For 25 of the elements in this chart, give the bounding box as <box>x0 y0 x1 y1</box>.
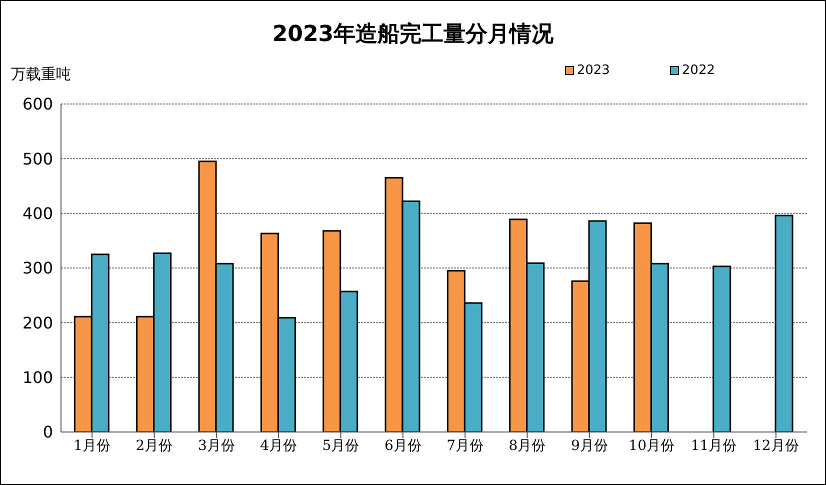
x-tick-label: 11月份 <box>690 438 737 454</box>
bar <box>712 266 732 432</box>
x-tick-label: 10月份 <box>628 438 674 454</box>
x-tick-label: 4月份 <box>260 438 298 454</box>
x-tick-label: 12月份 <box>753 438 799 454</box>
x-tick-label: 7月份 <box>446 438 484 454</box>
chart-title: 2023年造船完工量分月情况 <box>271 21 555 49</box>
y-tick-label: 300 <box>22 258 53 278</box>
bar <box>774 214 794 432</box>
y-tick-label: 400 <box>22 204 53 224</box>
x-tick-label: 2月份 <box>136 438 173 454</box>
x-tick-label: 6月份 <box>384 438 422 454</box>
y-tick-label: 0 <box>42 422 53 442</box>
x-tick-label: 9月份 <box>570 438 608 454</box>
x-tick-label: 1月份 <box>74 438 111 454</box>
y-tick-label: 500 <box>22 149 53 168</box>
y-tick-label: 600 <box>22 94 53 114</box>
x-tick-label: 5月份 <box>322 438 360 454</box>
y-axis-title: 万载重吨 <box>11 65 71 84</box>
x-tick-label: 8月份 <box>508 438 546 454</box>
y-tick-label: 200 <box>22 313 53 332</box>
legend-label: 2023 <box>576 63 610 78</box>
y-tick-label: 100 <box>22 368 53 388</box>
x-tick-label: 3月份 <box>198 438 235 454</box>
legend-label: 2022 <box>680 63 715 78</box>
